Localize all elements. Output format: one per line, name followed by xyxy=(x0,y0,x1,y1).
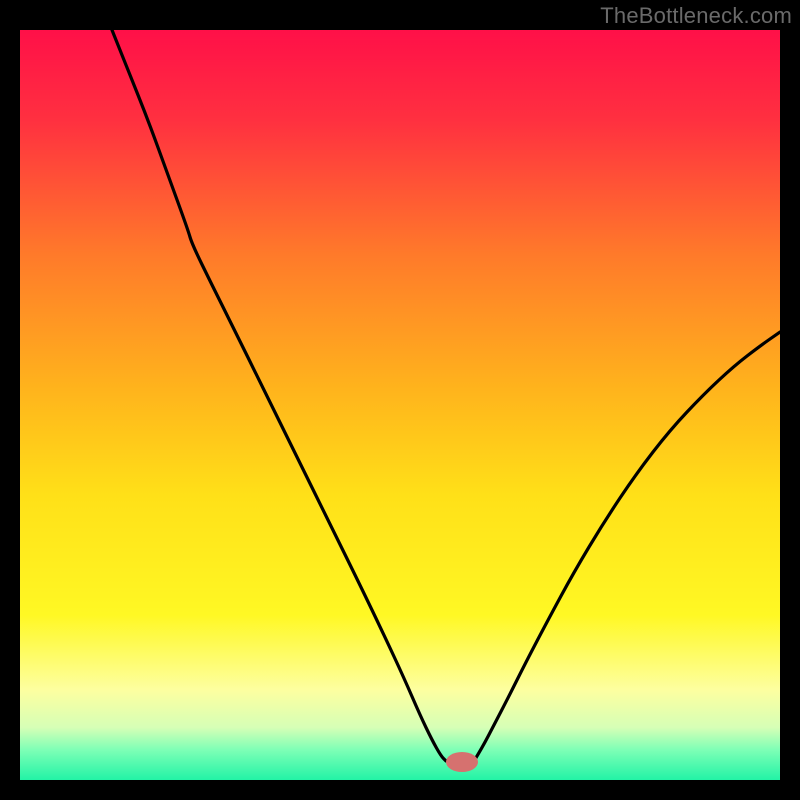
chart-container: { "watermark": "TheBottleneck.com", "cha… xyxy=(0,0,800,800)
plot-area xyxy=(20,30,780,780)
bottleneck-chart-svg xyxy=(20,30,780,780)
optimal-point-marker xyxy=(446,752,478,772)
watermark-text: TheBottleneck.com xyxy=(600,3,792,29)
